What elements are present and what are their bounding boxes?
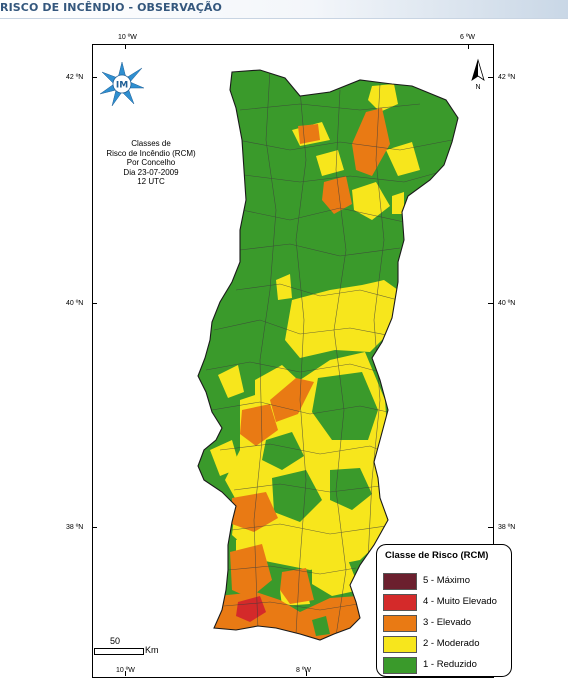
legend-item-reduzido: 1 - Reduzido	[383, 657, 509, 674]
tick-right-38n	[488, 527, 493, 528]
legend-swatch-elevado	[383, 615, 417, 632]
page-title: RISCO DE INCÊNDIO - OBSERVAÇÃO	[0, 1, 222, 14]
legend-label-moderado: 2 - Moderado	[423, 638, 480, 649]
legend-label-maximo: 5 - Máximo	[423, 575, 470, 586]
lat-label-40n-right: 40 ºN	[498, 300, 516, 307]
north-arrow-icon: N	[471, 58, 485, 91]
tick-left-38n	[92, 527, 97, 528]
north-label: N	[475, 84, 480, 91]
tick-left-42n	[92, 77, 97, 78]
legend-item-elevado: 3 - Elevado	[383, 615, 509, 632]
map-info-line1: Classes de	[131, 139, 171, 148]
page-header: RISCO DE INCÊNDIO - OBSERVAÇÃO	[0, 0, 568, 19]
tick-right-40n	[488, 303, 493, 304]
lat-label-38n-left: 38 ºN	[66, 524, 84, 531]
logo-text: IM	[116, 81, 128, 91]
lon-label-top-6w: 6 ºW	[460, 34, 476, 41]
legend-swatch-moderado	[383, 636, 417, 653]
lon-label-top-10w: 10 ºW	[118, 34, 137, 41]
scale-value: 50	[110, 636, 121, 646]
legend-swatch-maximo	[383, 573, 417, 590]
legend-item-moderado: 2 - Moderado	[383, 636, 509, 653]
map-info-line2: Risco de Incêndio (RCM)	[106, 148, 196, 158]
risk-legend: Classe de Risco (RCM) 5 - Máximo 4 - Mui…	[376, 544, 512, 677]
tick-bottom-8w	[306, 671, 307, 676]
legend-item-muito-elevado: 4 - Muito Elevado	[383, 594, 509, 611]
tick-top-10w	[125, 44, 126, 49]
legend-swatch-reduzido	[383, 657, 417, 674]
map-info-line5: 12 UTC	[137, 177, 165, 186]
map-info: Classes de Risco de Incêndio (RCM) Por C…	[96, 139, 206, 187]
map-info-line3: Por Concelho	[126, 158, 176, 167]
tick-right-42n	[488, 77, 493, 78]
tick-bottom-10w	[125, 671, 126, 676]
scale-bar-graphic	[94, 648, 144, 655]
tick-left-40n	[92, 303, 97, 304]
map-info-line4: Dia 23-07-2009	[123, 167, 179, 177]
im-logo-icon: IM	[99, 61, 145, 107]
lat-label-42n-left: 42 ºN	[66, 74, 84, 81]
legend-label-reduzido: 1 - Reduzido	[423, 659, 477, 670]
scale-bar: 50 Km	[94, 636, 164, 658]
legend-title: Classe de Risco (RCM)	[385, 550, 489, 561]
lat-label-38n-right: 38 ºN	[498, 524, 516, 531]
legend-label-elevado: 3 - Elevado	[423, 617, 472, 628]
lon-label-bottom-10w: 10 ºW	[116, 667, 135, 674]
legend-label-muito-elevado: 4 - Muito Elevado	[423, 596, 497, 607]
lat-label-42n-right: 42 ºN	[498, 74, 516, 81]
lon-label-bottom-8w: 8 ºW	[296, 667, 312, 674]
lat-label-40n-left: 40 ºN	[66, 300, 84, 307]
legend-item-maximo: 5 - Máximo	[383, 573, 509, 590]
scale-unit: Km	[145, 645, 159, 655]
tick-top-6w	[468, 44, 469, 49]
legend-swatch-muito-elevado	[383, 594, 417, 611]
